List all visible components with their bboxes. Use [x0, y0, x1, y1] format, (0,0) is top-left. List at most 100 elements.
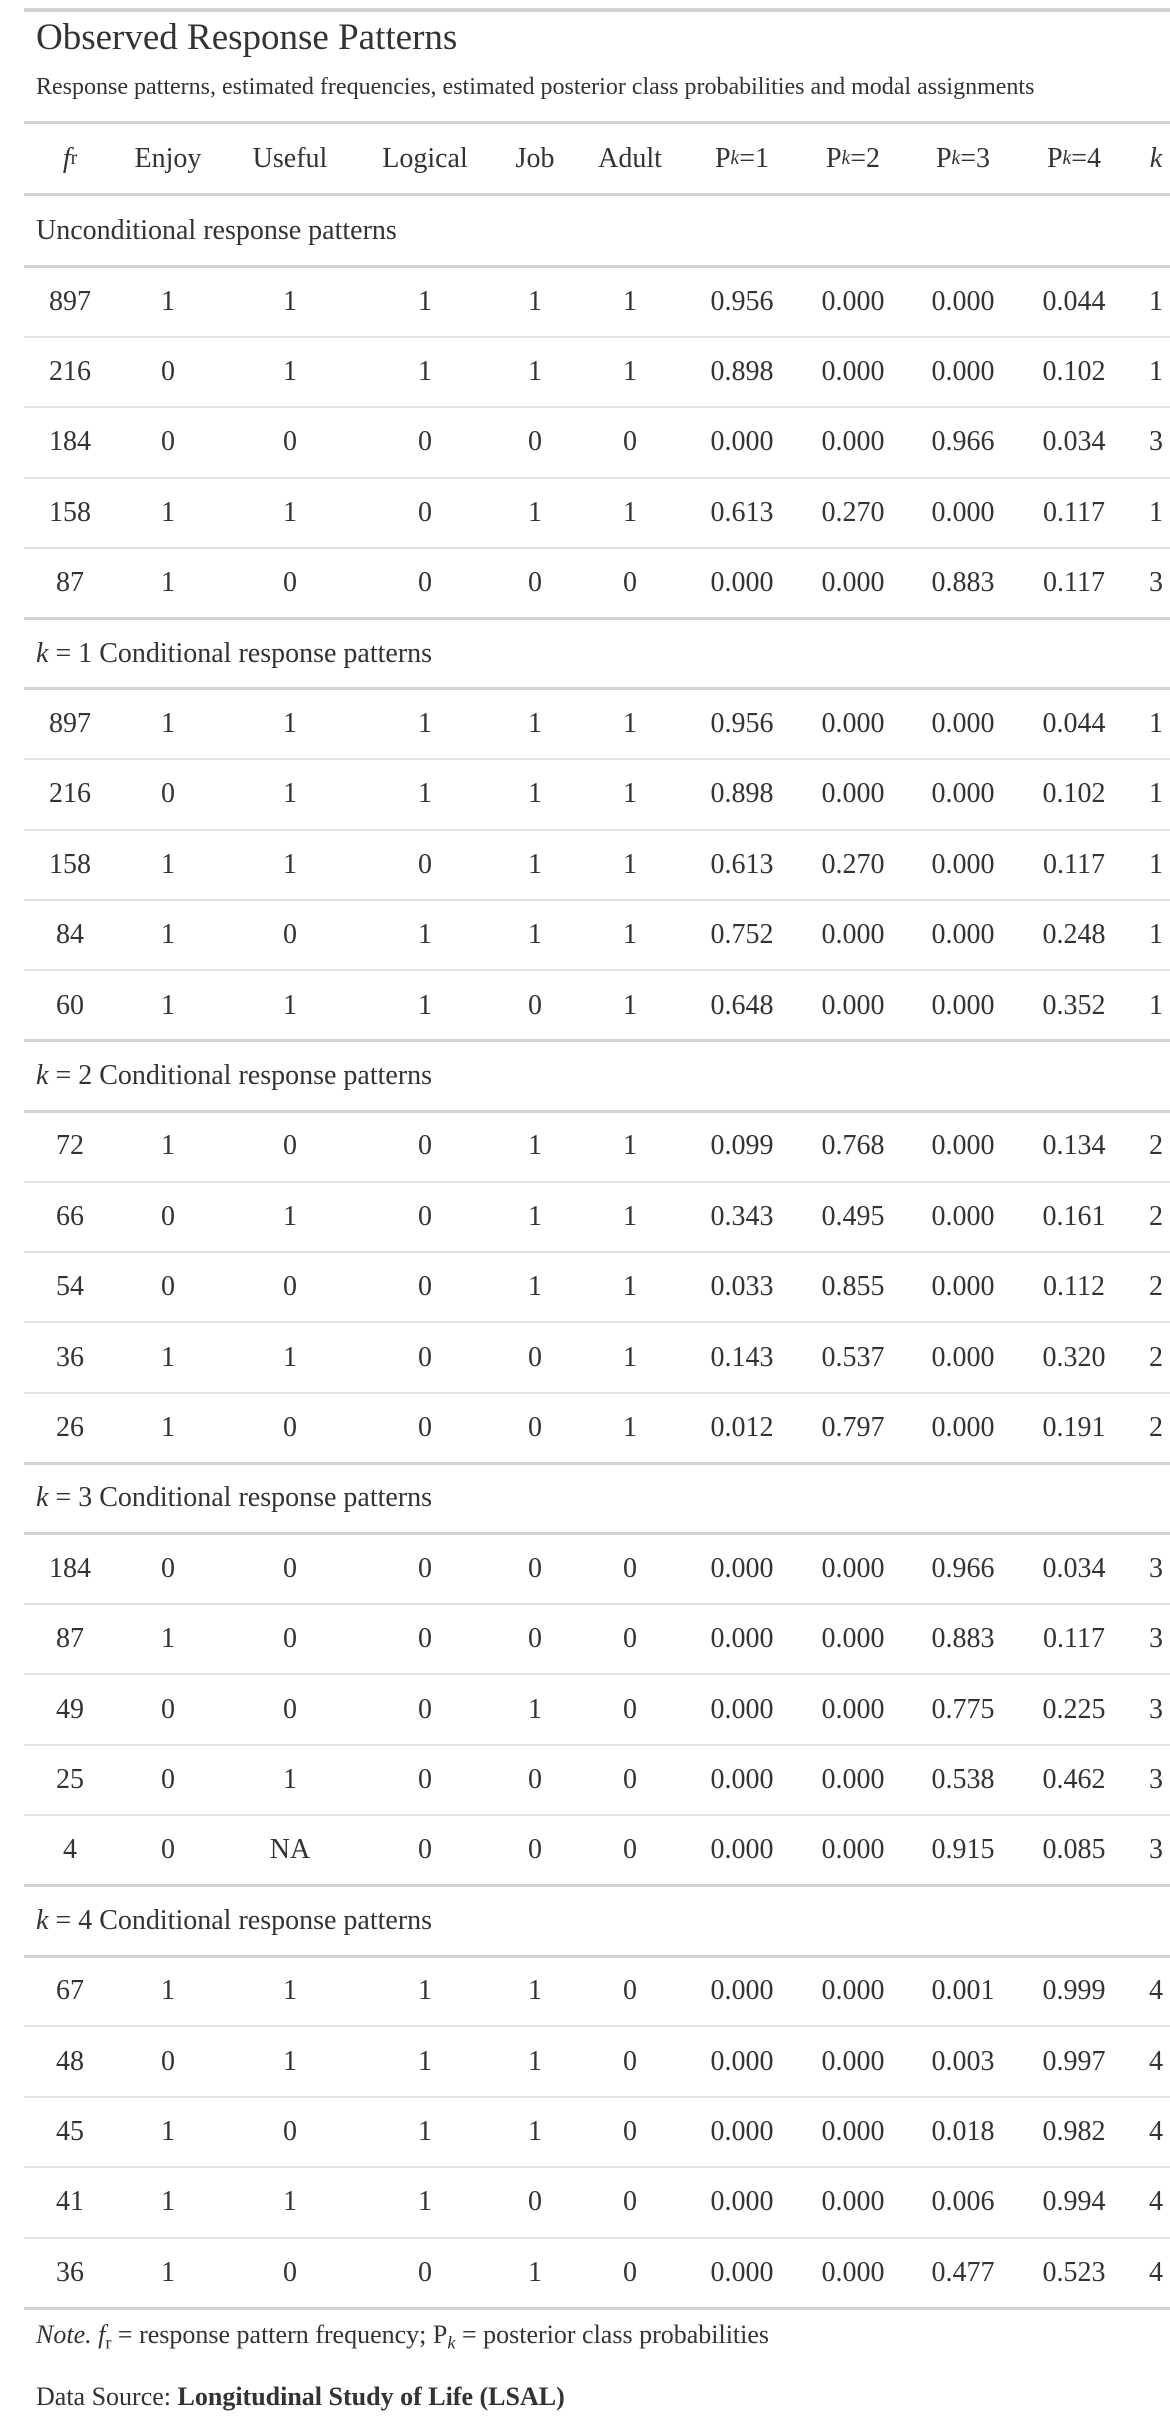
table-row: 36 1 1 0 0 1 0.143 0.537 0.000 0.320 2 [0, 1322, 1170, 1392]
cell-fr: 25 [56, 1763, 84, 1795]
row-rule [24, 2166, 1170, 2169]
cell-p4: 0.161 [1042, 1200, 1106, 1232]
table-row: 67 1 1 1 1 0 0.000 0.000 0.001 0.999 4 [0, 1956, 1170, 2026]
cell-fr: 158 [49, 848, 91, 880]
cell-p1: 0.000 [710, 1763, 774, 1795]
cell-p1: 0.000 [710, 1834, 774, 1866]
table-row: 26 1 0 0 0 1 0.012 0.797 0.000 0.191 2 [0, 1393, 1170, 1463]
cell-useful: 0 [283, 919, 297, 951]
cell-fr: 897 [49, 707, 91, 739]
cell-enjoy: 1 [161, 1623, 175, 1655]
cell-enjoy: 0 [161, 1552, 175, 1584]
cell-p3: 0.477 [931, 2256, 995, 2288]
cell-k: 3 [1149, 1623, 1163, 1655]
cell-useful: 1 [283, 496, 297, 528]
cell-enjoy: 1 [161, 2115, 175, 2147]
group-rule [24, 1109, 1170, 1113]
cell-p3: 0.000 [931, 355, 995, 387]
cell-p2: 0.000 [821, 707, 885, 739]
cell-job: 1 [528, 1693, 542, 1725]
cell-fr: 54 [56, 1271, 84, 1303]
cell-logical: 0 [418, 848, 432, 880]
cell-useful: 0 [283, 1552, 297, 1584]
cell-fr: 45 [56, 2115, 84, 2147]
cell-p2: 0.000 [821, 1834, 885, 1866]
col-header-k: k [1149, 143, 1163, 174]
cell-p2: 0.000 [821, 2045, 885, 2077]
cell-enjoy: 0 [161, 1200, 175, 1232]
cell-useful: 1 [283, 1341, 297, 1373]
cell-p4: 0.352 [1042, 989, 1106, 1021]
cell-adult: 1 [623, 778, 637, 810]
cell-p1: 0.000 [710, 2115, 774, 2147]
cell-fr: 84 [56, 919, 84, 951]
cell-p3: 0.001 [931, 1975, 995, 2007]
cell-p2: 0.797 [821, 1411, 885, 1443]
cell-p1: 0.000 [710, 1623, 774, 1655]
cell-logical: 1 [418, 2045, 432, 2077]
cell-logical: 0 [418, 567, 432, 599]
group-label: k = 3 Conditional response patterns [36, 1482, 433, 1514]
cell-p3: 0.000 [931, 1130, 995, 1162]
cell-enjoy: 0 [161, 1271, 175, 1303]
cell-fr: 87 [56, 1623, 84, 1655]
cell-adult: 1 [623, 848, 637, 880]
row-rule [24, 1391, 1170, 1394]
cell-k: 3 [1149, 1693, 1163, 1725]
cell-adult: 1 [623, 1130, 637, 1162]
cell-p3: 0.000 [931, 496, 995, 528]
cell-p4: 0.102 [1042, 778, 1106, 810]
cell-p3: 0.000 [931, 848, 995, 880]
cell-p3: 0.000 [931, 778, 995, 810]
cell-p1: 0.343 [710, 1200, 774, 1232]
cell-p4: 0.191 [1042, 1411, 1106, 1443]
cell-job: 0 [528, 2186, 542, 2218]
group-rule [24, 1532, 1170, 1536]
group-label-row: Unconditional response patterns [0, 196, 1170, 266]
cell-k: 3 [1149, 1834, 1163, 1866]
cell-fr: 897 [49, 285, 91, 317]
cell-k: 2 [1149, 1130, 1163, 1162]
cell-job: 0 [528, 1552, 542, 1584]
cell-p1: 0.033 [710, 1271, 774, 1303]
cell-p3: 0.003 [931, 2045, 995, 2077]
cell-useful: NA [269, 1834, 311, 1866]
cell-p4: 0.462 [1042, 1763, 1106, 1795]
cell-adult: 0 [623, 2186, 637, 2218]
cell-p3: 0.966 [931, 1552, 995, 1584]
cell-p4: 0.044 [1042, 707, 1106, 739]
cell-job: 1 [528, 2045, 542, 2077]
cell-k: 3 [1149, 567, 1163, 599]
group-label-row: k = 3 Conditional response patterns [0, 1463, 1170, 1533]
cell-p4: 0.997 [1042, 2045, 1106, 2077]
group-label: Unconditional response patterns [36, 215, 397, 247]
col-header-adult: Adult [598, 143, 662, 174]
row-rule [24, 1814, 1170, 1817]
cell-logical: 0 [418, 1271, 432, 1303]
cell-useful: 1 [283, 2186, 297, 2218]
cell-useful: 0 [283, 567, 297, 599]
cell-p2: 0.000 [821, 2186, 885, 2218]
group-label: k = 1 Conditional response patterns [36, 637, 433, 669]
cell-p2: 0.000 [821, 2256, 885, 2288]
header-bottom-rule [24, 193, 1170, 196]
cell-job: 0 [528, 1763, 542, 1795]
cell-p2: 0.000 [821, 567, 885, 599]
cell-useful: 1 [283, 778, 297, 810]
cell-p2: 0.537 [821, 1341, 885, 1373]
cell-enjoy: 1 [161, 285, 175, 317]
cell-k: 1 [1149, 778, 1163, 810]
row-rule [24, 1251, 1170, 1253]
cell-p2: 0.000 [821, 989, 885, 1021]
table-row: 87 1 0 0 0 0 0.000 0.000 0.883 0.117 3 [0, 548, 1170, 618]
cell-p3: 0.966 [931, 426, 995, 458]
cell-p3: 0.000 [931, 919, 995, 951]
cell-adult: 1 [623, 496, 637, 528]
cell-job: 1 [528, 496, 542, 528]
cell-useful: 0 [283, 1411, 297, 1443]
cell-k: 4 [1149, 2045, 1163, 2077]
cell-p2: 0.768 [821, 1130, 885, 1162]
cell-p4: 0.248 [1042, 919, 1106, 951]
